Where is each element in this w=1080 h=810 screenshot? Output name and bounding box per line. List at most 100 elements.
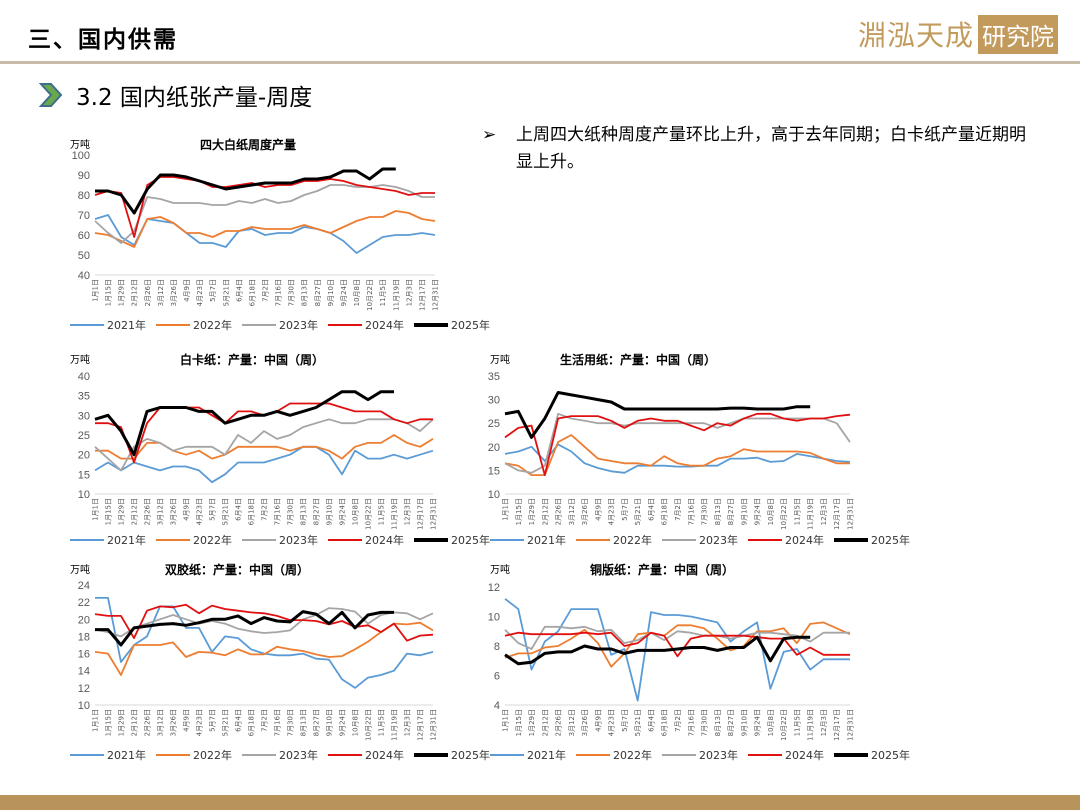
bullet-arrow-icon: ➢ xyxy=(482,125,497,145)
chart-title: 白卡纸：产量：中国（周） xyxy=(180,353,325,367)
legend-label: 2023年 xyxy=(279,749,318,762)
unit-label: 万吨 xyxy=(70,140,90,151)
x-tick-label: 2月12日 xyxy=(131,709,139,736)
x-tick-label: 4月9日 xyxy=(594,498,602,521)
legend-item: 2023年 xyxy=(242,532,318,548)
x-tick-label: 12月3日 xyxy=(404,709,412,736)
legend-item: 2022年 xyxy=(156,532,232,548)
x-tick-label: 10月22日 xyxy=(365,498,373,530)
x-tick-label: 11月5日 xyxy=(378,498,386,525)
x-tick-label: 5月7日 xyxy=(621,709,629,732)
x-tick-label: 4月9日 xyxy=(183,709,191,732)
x-tick-label: 6月4日 xyxy=(647,709,655,732)
legend-label: 2021年 xyxy=(107,749,146,762)
x-tick-label: 3月26日 xyxy=(170,279,178,306)
logo-text: 淵泓天成 xyxy=(857,19,974,52)
unit-label: 万吨 xyxy=(490,355,510,366)
series-line-2023 xyxy=(504,412,851,474)
unit-label: 万吨 xyxy=(70,355,90,366)
x-tick-label: 1月15日 xyxy=(515,498,523,525)
unit-label: 万吨 xyxy=(70,565,90,576)
legend-item: 2021年 xyxy=(490,747,566,763)
x-tick-label: 7月2日 xyxy=(261,709,269,732)
legend-label: 2025年 xyxy=(451,534,490,547)
x-tick-label: 6月18日 xyxy=(661,709,669,736)
legend-swatch xyxy=(70,754,104,756)
x-tick-label: 1月1日 xyxy=(502,498,510,521)
x-tick-label: 10月8日 xyxy=(352,709,360,736)
x-tick-label: 4月23日 xyxy=(196,709,204,736)
x-tick-label: 5月7日 xyxy=(209,498,217,521)
legend-item: 2023年 xyxy=(242,747,318,763)
y-tick-label: 25 xyxy=(488,418,500,430)
x-tick-label: 11月19日 xyxy=(391,709,399,741)
x-tick-label: 2月12日 xyxy=(131,279,139,306)
x-tick-label: 11月5日 xyxy=(793,709,801,736)
x-tick-label: 1月1日 xyxy=(92,709,100,732)
x-tick-label: 10月8日 xyxy=(767,498,775,525)
y-tick-label: 10 xyxy=(488,489,500,501)
legend-label: 2021年 xyxy=(527,749,566,762)
x-tick-label: 8月27日 xyxy=(313,498,321,525)
x-tick-label: 4月23日 xyxy=(608,709,616,736)
x-tick-label: 10月22日 xyxy=(780,498,788,530)
series-line-2024 xyxy=(94,603,434,642)
y-tick-label: 50 xyxy=(78,250,90,262)
y-tick-label: 15 xyxy=(78,469,90,481)
series-line-2025 xyxy=(504,635,811,666)
x-tick-label: 8月27日 xyxy=(727,709,735,736)
chart-offset-paper: 万吨 双胶纸：产量：中国（周） 10 12 14 16 18 20 22 24 1月1日 1月15日 1… xyxy=(60,555,490,765)
x-tick-label: 5月21日 xyxy=(634,709,642,736)
x-tick-label: 10月22日 xyxy=(365,709,373,741)
x-tick-label: 7月30日 xyxy=(701,498,709,525)
x-tick-label: 11月5日 xyxy=(379,279,387,306)
subtitle-row: 3.2 国内纸张产量-周度 xyxy=(38,78,312,112)
legend-swatch xyxy=(156,754,190,756)
x-tick-label: 7月30日 xyxy=(287,709,295,736)
x-tick-label: 12月31日 xyxy=(430,498,438,530)
series-line-2024 xyxy=(504,412,851,477)
x-tick-label: 3月26日 xyxy=(581,709,589,736)
x-tick-label: 7月30日 xyxy=(287,498,295,525)
legend-item: 2023年 xyxy=(662,747,738,763)
x-tick-label: 5月21日 xyxy=(222,709,230,736)
x-tick-label: 6月18日 xyxy=(248,709,256,736)
bullet-content: 上周四大纸种周度产量环比上升，高于去年同期；白卡纸产量近期明显上升。 xyxy=(516,125,1026,172)
x-tick-label: 9月10日 xyxy=(740,709,748,736)
legend-item: 2023年 xyxy=(242,317,318,333)
legend-item: 2022年 xyxy=(576,532,652,548)
x-tick-label: 12月17日 xyxy=(833,498,841,530)
y-tick-label: 40 xyxy=(78,270,90,282)
x-tick-label: 9月24日 xyxy=(340,279,348,306)
legend-item: 2025年 xyxy=(414,317,490,333)
x-tick-label: 10月8日 xyxy=(352,498,360,525)
x-tick-label: 3月12日 xyxy=(568,498,576,525)
x-tick-label: 1月29日 xyxy=(118,279,126,306)
x-tick-label: 7月2日 xyxy=(261,498,269,521)
legend-swatch xyxy=(156,324,190,326)
legend-swatch xyxy=(662,754,696,756)
x-tick-label: 7月2日 xyxy=(674,498,682,521)
y-tick-label: 70 xyxy=(78,210,90,222)
y-tick-label: 20 xyxy=(78,614,90,626)
x-tick-label: 1月15日 xyxy=(105,498,113,525)
legend-label: 2024年 xyxy=(785,534,824,547)
x-tick-label: 6月18日 xyxy=(661,498,669,525)
series-line-2023 xyxy=(504,625,850,650)
x-tick-label: 4月23日 xyxy=(196,279,204,306)
x-tick-label: 6月4日 xyxy=(235,279,243,302)
x-tick-label: 5月21日 xyxy=(222,279,230,306)
chart-plot: 40 50 60 70 80 90 100 1月1日 1月15日 1月29日 2月12日 2月26日 3… xyxy=(72,150,440,311)
legend-item: 2024年 xyxy=(328,317,404,333)
x-tick-label: 1月1日 xyxy=(502,709,510,732)
legend-label: 2021年 xyxy=(107,534,146,547)
legend-label: 2024年 xyxy=(785,749,824,762)
x-tick-label: 12月17日 xyxy=(418,279,426,311)
company-logo: 淵泓天成 研究院 xyxy=(858,14,1058,54)
chevron-right-icon xyxy=(38,83,63,107)
legend-swatch xyxy=(748,754,782,756)
y-tick-label: 25 xyxy=(78,430,90,442)
series-line-2023 xyxy=(94,418,434,472)
legend-label: 2021年 xyxy=(107,319,146,332)
legend-swatch xyxy=(156,539,190,541)
